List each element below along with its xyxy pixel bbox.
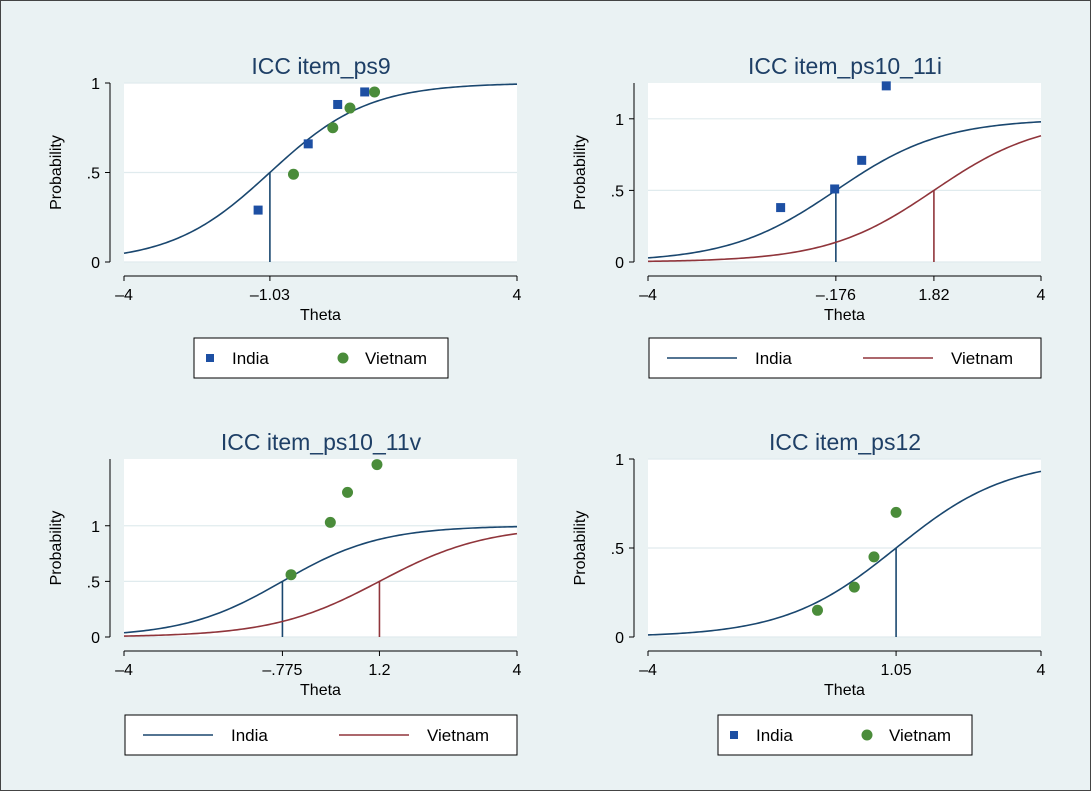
x-tick-label: –4 <box>639 287 657 304</box>
observed-point-india <box>333 99 343 109</box>
legend-label: Vietnam <box>889 726 951 745</box>
observed-point-vietnam <box>342 486 354 498</box>
legend-label: India <box>231 726 268 745</box>
legend-swatch-vietnam <box>861 729 873 741</box>
observed-point-vietnam <box>811 604 823 616</box>
y-axis-label: Probability <box>48 511 65 586</box>
x-tick-label: 4 <box>1037 662 1046 679</box>
x-tick-label: –.176 <box>816 287 856 304</box>
y-tick-label: 0 <box>91 255 100 272</box>
icc-curve-india <box>123 525 518 634</box>
y-tick-label: .5 <box>87 166 100 183</box>
x-tick-label: 4 <box>513 662 522 679</box>
y-tick-label: 0 <box>615 255 624 272</box>
observed-point-vietnam <box>868 551 880 563</box>
observed-point-vietnam <box>285 569 297 581</box>
y-tick-label: .5 <box>611 183 624 200</box>
observed-point-vietnam <box>371 459 383 471</box>
observed-point-vietnam <box>324 516 336 528</box>
observed-point-vietnam <box>369 86 381 98</box>
chart-title: ICC item_ps10_11v <box>221 429 422 455</box>
observed-point-india <box>360 87 370 97</box>
x-tick-label: 4 <box>1037 287 1046 304</box>
observed-point-india <box>303 139 313 149</box>
legend-label: India <box>756 726 793 745</box>
y-axis-label: Probability <box>572 511 589 586</box>
x-tick-label: –.775 <box>262 662 302 679</box>
observed-point-india <box>881 81 891 91</box>
chart-panel-2: ICC item_ps10_11i 0 .5 1 –4 –.176 1.82 4 Theta Pr… <box>572 53 1046 379</box>
x-axis-label: Theta <box>824 307 865 324</box>
plot-area <box>124 459 517 637</box>
legend-label: Vietnam <box>365 349 427 368</box>
y-tick-label: .5 <box>611 541 624 558</box>
x-tick-label: 1.82 <box>918 287 949 304</box>
observed-point-india <box>857 155 867 165</box>
observed-point-india <box>830 184 840 194</box>
y-tick-label: 1 <box>615 112 624 129</box>
legend-label: Vietnam <box>427 726 489 745</box>
chart-panel-3: ICC item_ps10_11v 0 .5 1 –4 –.775 1.2 4 Theta Pro… <box>48 429 522 756</box>
y-tick-label: 0 <box>91 630 100 647</box>
chart-panel-1: ICC item_ps9 0 .5 1 –4 –1.03 4 Theta Probability… <box>48 53 522 379</box>
legend-box <box>717 714 973 756</box>
observed-point-vietnam <box>848 581 860 593</box>
observed-point-vietnam <box>287 168 299 180</box>
chart-title: ICC item_ps10_11i <box>748 53 942 79</box>
observed-point-india <box>253 205 263 215</box>
legend-label: India <box>232 349 269 368</box>
y-axis-label: Probability <box>48 135 65 210</box>
legend-label: India <box>755 349 792 368</box>
x-axis-label: Theta <box>300 307 341 324</box>
observed-point-vietnam <box>327 122 339 134</box>
x-tick-label: 1.2 <box>368 662 390 679</box>
chart-title: ICC item_ps9 <box>251 53 390 79</box>
x-tick-label: –4 <box>115 662 133 679</box>
legend-label: Vietnam <box>951 349 1013 368</box>
icc-curve-india <box>123 83 518 255</box>
legend-swatch-india <box>730 731 738 739</box>
icc-curve-vietnam <box>123 532 518 637</box>
legend-box <box>193 337 449 379</box>
icc-curve-india <box>647 121 1042 259</box>
legend-swatch-vietnam <box>337 352 349 364</box>
x-tick-label: 1.05 <box>881 662 912 679</box>
y-axis-label: Probability <box>572 135 589 210</box>
chart-panel-4: ICC item_ps12 0 .5 1 –4 1.05 4 Theta Probability… <box>572 429 1046 756</box>
observed-point-india <box>776 203 786 213</box>
chart-title: ICC item_ps12 <box>769 429 921 455</box>
x-axis-label: Theta <box>824 682 865 699</box>
y-tick-label: 1 <box>91 76 100 93</box>
icc-curve-india <box>647 470 1042 636</box>
x-tick-label: –4 <box>115 287 133 304</box>
x-tick-label: –4 <box>639 662 657 679</box>
x-tick-label: –1.03 <box>250 287 290 304</box>
y-tick-label: 1 <box>615 452 624 469</box>
x-tick-label: 4 <box>513 287 522 304</box>
legend-swatch-india <box>206 354 214 362</box>
x-axis-label: Theta <box>300 682 341 699</box>
y-tick-label: 1 <box>91 519 100 536</box>
icc-curve-vietnam <box>647 135 1042 263</box>
observed-point-vietnam <box>344 102 356 114</box>
plot-area <box>648 83 1041 262</box>
y-tick-label: 0 <box>615 630 624 647</box>
y-tick-label: .5 <box>87 574 100 591</box>
observed-point-vietnam <box>890 506 902 518</box>
